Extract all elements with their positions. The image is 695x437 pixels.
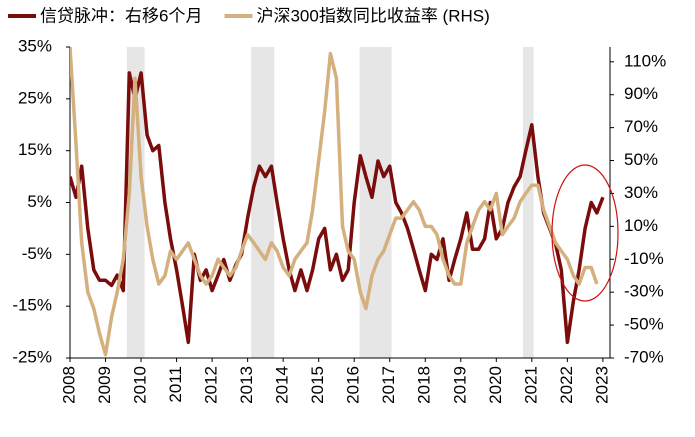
shaded-period bbox=[251, 47, 275, 358]
series-line bbox=[70, 47, 599, 357]
x-tick-label: 2020 bbox=[486, 366, 505, 404]
x-tick-label: 2016 bbox=[344, 366, 363, 404]
x-tick-label: 2018 bbox=[415, 366, 434, 404]
x-tick-label: 2015 bbox=[308, 366, 327, 404]
y2-tick-label: -50% bbox=[624, 315, 664, 334]
y2-tick-label: 30% bbox=[624, 183, 658, 202]
x-tick-label: 2012 bbox=[202, 366, 221, 404]
y2-tick-label: 50% bbox=[624, 150, 658, 169]
highlight-ellipse bbox=[551, 164, 619, 302]
x-tick-label: 2017 bbox=[379, 366, 398, 404]
shaded-period bbox=[359, 47, 392, 358]
legend-label: 沪深300指数同比收益率 (RHS) bbox=[256, 6, 489, 25]
y-tick-label: 25% bbox=[18, 88, 52, 107]
y-tick-label: 5% bbox=[27, 192, 52, 211]
y-tick-label: -15% bbox=[12, 296, 52, 315]
y2-tick-label: 110% bbox=[624, 51, 666, 70]
y2-tick-label: -70% bbox=[624, 347, 664, 366]
x-tick-label: 2023 bbox=[592, 366, 611, 404]
x-tick-label: 2011 bbox=[166, 366, 185, 403]
y2-tick-label: -10% bbox=[624, 249, 664, 268]
y-tick-label: 15% bbox=[18, 140, 52, 159]
x-tick-label: 2021 bbox=[521, 366, 540, 404]
plot: 35% 25% 15% 5% -5% -15% -25% 110% 90% 70% 50% 30% 10… bbox=[8, 6, 666, 404]
shaded-period bbox=[522, 47, 534, 358]
x-tick-label: 2008 bbox=[59, 366, 78, 404]
y2-tick-label: 70% bbox=[624, 117, 658, 136]
x-tick-label: 2010 bbox=[131, 366, 150, 404]
y2-tick-label: 90% bbox=[624, 84, 658, 103]
y-tick-label: -5% bbox=[22, 244, 52, 263]
y2-tick-label: -30% bbox=[624, 282, 664, 301]
x-tick-label: 2019 bbox=[450, 366, 469, 404]
y-tick-label: 35% bbox=[18, 36, 52, 55]
x-tick-label: 2014 bbox=[273, 366, 292, 404]
legend-label: 信贷脉冲：右移6个月 bbox=[40, 6, 202, 25]
y-tick-label: -25% bbox=[12, 347, 52, 366]
x-tick-label: 2022 bbox=[557, 366, 576, 404]
x-tick-label: 2013 bbox=[237, 366, 256, 404]
y2-tick-label: 10% bbox=[624, 216, 658, 235]
x-tick-label: 2009 bbox=[95, 366, 114, 404]
series-line bbox=[70, 71, 605, 345]
